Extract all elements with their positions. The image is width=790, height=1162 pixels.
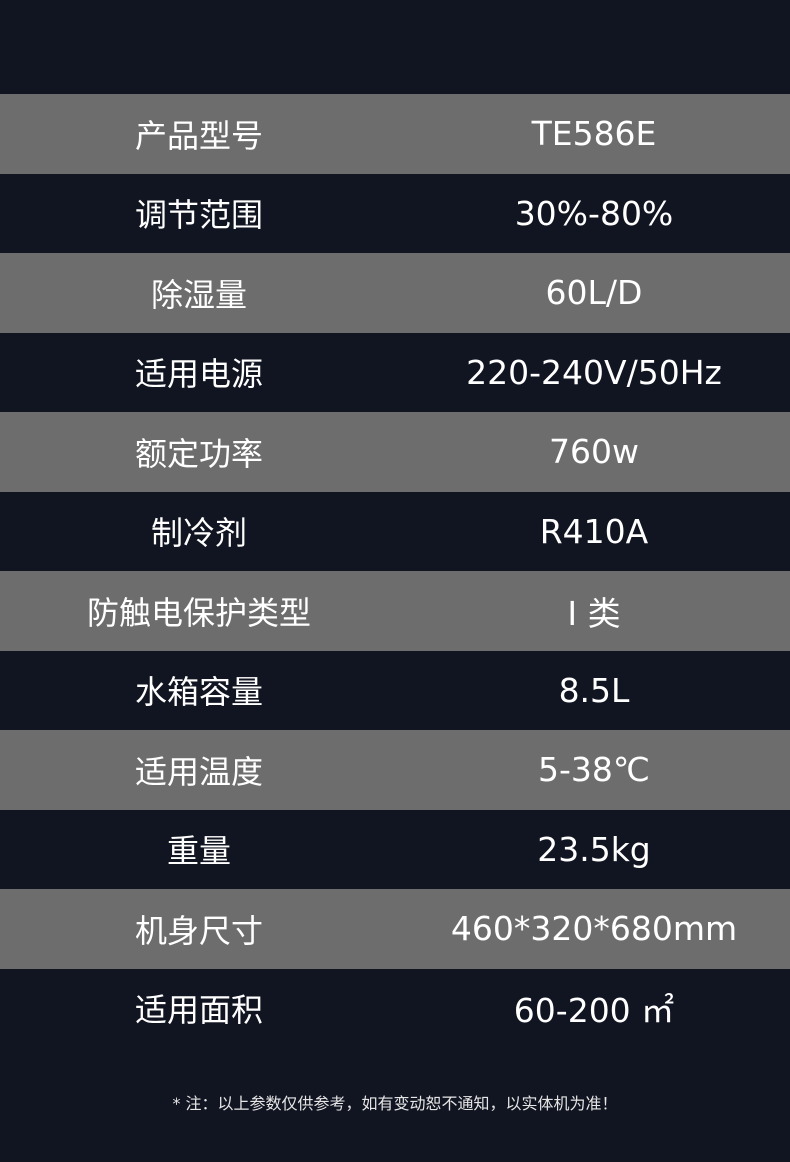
spec-row: 水箱容量 8.5L — [0, 650, 790, 730]
spec-value: 5-38℃ — [538, 750, 650, 790]
spec-table: 产品型号 TE586E 调节范围 30%-80% 除湿量 60L/D 适用电源 220-240… — [0, 94, 790, 1048]
disclaimer-note: * 注：以上参数仅供参考，如有变动恕不通知，以实体机为准！ — [172, 1094, 618, 1113]
spec-row: 防触电保护类型 I 类 — [0, 571, 790, 651]
spec-label: 机身尺寸 — [134, 911, 263, 950]
spec-value: I 类 — [567, 593, 621, 633]
spec-value: 760w — [549, 432, 639, 472]
spec-label: 适用电源 — [134, 355, 263, 394]
spec-label: 除湿量 — [150, 275, 247, 314]
spec-label: 重量 — [166, 832, 231, 871]
spec-value: TE586E — [531, 114, 657, 154]
spec-label: 适用面积 — [134, 991, 263, 1030]
spec-label: 水箱容量 — [134, 673, 263, 712]
spec-row: 制冷剂 R410A — [0, 491, 790, 571]
spec-label: 调节范围 — [134, 196, 263, 235]
spec-row: 适用电源 220-240V/50Hz — [0, 332, 790, 412]
spec-value: 60-200 ㎡ — [513, 991, 675, 1031]
spec-label: 产品型号 — [134, 116, 263, 155]
spec-value: 460*320*680mm — [450, 909, 738, 949]
spec-value: 23.5kg — [537, 829, 651, 869]
spec-value: 30%-80% — [514, 193, 674, 233]
spec-label: 制冷剂 — [150, 514, 247, 553]
spec-value: 8.5L — [558, 670, 630, 710]
spec-row: 重量 23.5kg — [0, 809, 790, 889]
spec-row: 调节范围 30%-80% — [0, 173, 790, 253]
spec-value: R410A — [539, 511, 649, 551]
spec-row: 适用面积 60-200 ㎡ — [0, 968, 790, 1048]
spec-label: 额定功率 — [134, 434, 263, 473]
spec-row: 适用温度 5-38℃ — [0, 730, 790, 810]
spec-row: 除湿量 60L/D — [0, 253, 790, 333]
spec-row: 额定功率 760w — [0, 412, 790, 492]
spec-row: 机身尺寸 460*320*680mm — [0, 889, 790, 969]
spec-label: 适用温度 — [134, 752, 263, 791]
spec-value: 220-240V/50Hz — [466, 352, 722, 392]
spec-label: 防触电保护类型 — [86, 593, 311, 632]
spec-row: 产品型号 TE586E — [0, 94, 790, 174]
spec-value: 60L/D — [545, 273, 643, 313]
